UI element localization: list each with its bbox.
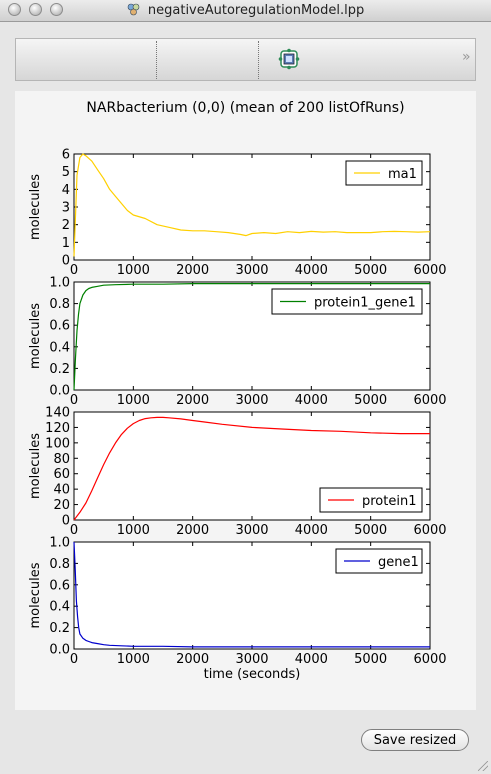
x-tick-label: 1000 (117, 523, 150, 538)
y-tick-label: 6 (62, 148, 70, 163)
legend-box (345, 160, 423, 186)
y-tick-label: 100 (45, 436, 70, 451)
legend-label: gene1 (378, 555, 419, 570)
x-tick-label: 4000 (295, 523, 328, 538)
series-line (73, 416, 430, 521)
y-tick-label: 0 (62, 254, 70, 269)
x-tick-label: 0 (70, 652, 78, 667)
y-tick-label: 5 (62, 165, 70, 180)
x-tick-label: 4000 (295, 652, 328, 667)
toolbar-separator (156, 41, 157, 79)
y-axis-label: molecules (28, 562, 43, 628)
y-tick-label: 40 (53, 483, 70, 498)
x-tick-label: 0 (70, 263, 78, 278)
resize-grip[interactable] (478, 761, 488, 771)
y-tick-label: 120 (45, 421, 70, 436)
y-tick-label: 0.2 (49, 362, 70, 377)
y-tick-label: 0.6 (49, 578, 70, 593)
y-tick-label: 0.2 (49, 621, 70, 636)
y-tick-label: 1.0 (49, 276, 70, 291)
x-tick-label: 3000 (235, 523, 268, 538)
save-resized-button[interactable]: Save resized (361, 729, 469, 751)
x-tick-label: 2000 (176, 263, 209, 278)
y-tick-label: 80 (53, 452, 70, 467)
window-title: negativeAutoregulationModel.lpp (0, 3, 491, 18)
x-tick-label: 4000 (295, 393, 328, 408)
window-title-bar: negativeAutoregulationModel.lpp (0, 0, 491, 22)
y-tick-label: 0.4 (49, 600, 70, 615)
series-line (73, 541, 430, 648)
x-tick-label: 1000 (117, 652, 150, 667)
y-tick-label: 0 (62, 514, 70, 529)
x-tick-label: 5000 (354, 652, 387, 667)
y-tick-label: 3 (62, 201, 70, 216)
figure-title: NARbacterium (0,0) (mean of 200 listOfRu… (86, 100, 405, 116)
x-tick-label: 5000 (354, 263, 387, 278)
x-tick-label: 2000 (176, 393, 209, 408)
network-model-icon[interactable] (278, 48, 300, 70)
x-tick-label: 6000 (413, 523, 446, 538)
x-tick-label: 3000 (235, 652, 268, 667)
y-tick-label: 20 (53, 498, 70, 513)
x-tick-label: 5000 (354, 523, 387, 538)
y-tick-label: 1 (62, 236, 70, 251)
legend-label: ma1 (388, 167, 417, 182)
y-tick-label: 1.0 (49, 536, 70, 551)
series-line (73, 283, 430, 391)
y-axis-label: molecules (28, 433, 43, 499)
y-tick-label: 60 (53, 467, 70, 482)
x-tick-label: 4000 (295, 263, 328, 278)
x-tick-label: 3000 (235, 263, 268, 278)
x-tick-label: 5000 (354, 393, 387, 408)
zoom-icon[interactable] (50, 3, 63, 16)
chevron-double-right-icon[interactable]: » (462, 49, 470, 65)
subplots: 0 1000 2000 3000 4000 5000 60000123456molecule… (28, 148, 447, 683)
minimize-icon[interactable] (29, 3, 42, 16)
y-tick-label: 0.6 (49, 319, 70, 334)
legend-label: protein1 (362, 494, 416, 509)
x-axis-label: time (seconds) (204, 667, 301, 682)
y-tick-label: 0.8 (49, 297, 70, 312)
plot-canvas: NARbacterium (0,0) (mean of 200 listOfRu… (15, 91, 476, 710)
y-tick-label: 0.4 (49, 340, 70, 355)
series-line (73, 153, 431, 257)
close-icon[interactable] (8, 3, 21, 16)
x-tick-label: 6000 (413, 652, 446, 667)
x-tick-label: 6000 (413, 263, 446, 278)
x-tick-label: 0 (70, 523, 78, 538)
y-tick-label: 0.8 (49, 557, 70, 572)
document-icon (127, 3, 140, 16)
y-tick-label: 0.0 (49, 643, 70, 658)
x-tick-label: 6000 (413, 393, 446, 408)
x-tick-label: 1000 (117, 263, 150, 278)
x-tick-label: 2000 (176, 523, 209, 538)
toolbar-separator (258, 41, 259, 79)
y-axis-label: molecules (28, 174, 43, 240)
legend-label: protein1_gene1 (314, 296, 416, 311)
y-tick-label: 140 (45, 406, 70, 421)
y-axis-label: molecules (28, 303, 43, 369)
x-tick-label: 0 (70, 393, 78, 408)
y-tick-label: 2 (62, 218, 70, 233)
window-title-text: negativeAutoregulationModel.lpp (147, 3, 365, 18)
x-tick-label: 3000 (235, 393, 268, 408)
toolbar: » (15, 38, 476, 81)
x-tick-label: 2000 (176, 652, 209, 667)
y-tick-label: 4 (62, 183, 70, 198)
x-tick-label: 1000 (117, 393, 150, 408)
y-tick-label: 0.0 (49, 384, 70, 399)
